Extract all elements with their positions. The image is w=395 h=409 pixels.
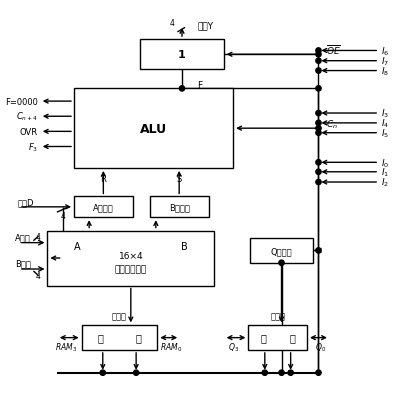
Bar bbox=[81, 326, 157, 350]
Text: F=0000: F=0000 bbox=[5, 97, 38, 106]
Text: A: A bbox=[74, 241, 81, 251]
Text: $\overline{OE}$: $\overline{OE}$ bbox=[326, 43, 341, 57]
Text: $I_0$: $I_0$ bbox=[381, 157, 389, 169]
Circle shape bbox=[316, 126, 321, 132]
Circle shape bbox=[279, 261, 284, 266]
Circle shape bbox=[316, 170, 321, 175]
Text: 左: 左 bbox=[260, 333, 266, 343]
Text: 4: 4 bbox=[36, 233, 41, 242]
Circle shape bbox=[316, 111, 321, 117]
Bar bbox=[47, 231, 214, 286]
Text: 左: 左 bbox=[98, 333, 103, 343]
Text: $Q_3$: $Q_3$ bbox=[228, 341, 239, 353]
Text: 右: 右 bbox=[290, 333, 295, 343]
Text: Q寄存器: Q寄存器 bbox=[271, 246, 292, 255]
Circle shape bbox=[316, 370, 321, 375]
Text: $RAM_3$: $RAM_3$ bbox=[55, 341, 77, 353]
Circle shape bbox=[316, 248, 321, 254]
Text: $F_3$: $F_3$ bbox=[28, 141, 38, 153]
Text: 移位器: 移位器 bbox=[270, 312, 285, 321]
Bar bbox=[248, 326, 307, 350]
Circle shape bbox=[316, 52, 321, 58]
Text: 4: 4 bbox=[169, 19, 175, 28]
Text: 1: 1 bbox=[178, 50, 186, 60]
Bar bbox=[74, 197, 133, 218]
Text: $Q_0$: $Q_0$ bbox=[315, 341, 326, 353]
Text: $I_6$: $I_6$ bbox=[381, 45, 389, 58]
Text: 移位器: 移位器 bbox=[112, 312, 127, 321]
Text: B地址: B地址 bbox=[15, 259, 31, 268]
Text: $I_7$: $I_7$ bbox=[381, 55, 389, 68]
Text: B: B bbox=[181, 241, 188, 251]
Text: A锁存器: A锁存器 bbox=[93, 203, 114, 212]
Text: F: F bbox=[197, 81, 202, 90]
Text: 右: 右 bbox=[135, 333, 141, 343]
Circle shape bbox=[262, 370, 267, 375]
Circle shape bbox=[179, 87, 184, 92]
Text: $I_3$: $I_3$ bbox=[381, 108, 389, 120]
Bar bbox=[74, 89, 233, 169]
Text: $I_4$: $I_4$ bbox=[381, 117, 389, 130]
Circle shape bbox=[316, 160, 321, 166]
Circle shape bbox=[316, 49, 321, 54]
Text: A地址: A地址 bbox=[15, 233, 31, 242]
Text: $RAM_0$: $RAM_0$ bbox=[160, 341, 182, 353]
Text: $I_8$: $I_8$ bbox=[381, 65, 389, 78]
Bar bbox=[250, 238, 313, 263]
Circle shape bbox=[134, 370, 139, 375]
Text: 输入D: 输入D bbox=[17, 198, 34, 207]
Circle shape bbox=[100, 370, 105, 375]
Circle shape bbox=[288, 370, 293, 375]
Text: $C_n$: $C_n$ bbox=[326, 118, 338, 130]
Circle shape bbox=[316, 131, 321, 136]
Text: $I_2$: $I_2$ bbox=[381, 176, 389, 189]
Text: 16×4: 16×4 bbox=[118, 251, 143, 260]
Circle shape bbox=[316, 69, 321, 74]
Text: $I_1$: $I_1$ bbox=[381, 166, 389, 179]
Text: 通用寄存器组: 通用寄存器组 bbox=[115, 265, 147, 274]
Bar bbox=[140, 40, 224, 70]
Text: S: S bbox=[177, 174, 182, 183]
Text: OVR: OVR bbox=[20, 128, 38, 137]
Circle shape bbox=[316, 180, 321, 185]
Text: ALU: ALU bbox=[140, 122, 167, 135]
Circle shape bbox=[279, 370, 284, 375]
Text: 4: 4 bbox=[36, 272, 41, 281]
Circle shape bbox=[316, 87, 321, 92]
Text: R: R bbox=[100, 174, 106, 183]
Circle shape bbox=[316, 59, 321, 64]
Text: 4: 4 bbox=[60, 211, 65, 220]
Text: $I_5$: $I_5$ bbox=[381, 127, 389, 139]
Text: 输出Y: 输出Y bbox=[197, 22, 213, 31]
Circle shape bbox=[316, 121, 321, 126]
Text: $C_{n+4}$: $C_{n+4}$ bbox=[16, 111, 38, 123]
Text: B锁存器: B锁存器 bbox=[169, 203, 190, 212]
Bar bbox=[150, 197, 209, 218]
